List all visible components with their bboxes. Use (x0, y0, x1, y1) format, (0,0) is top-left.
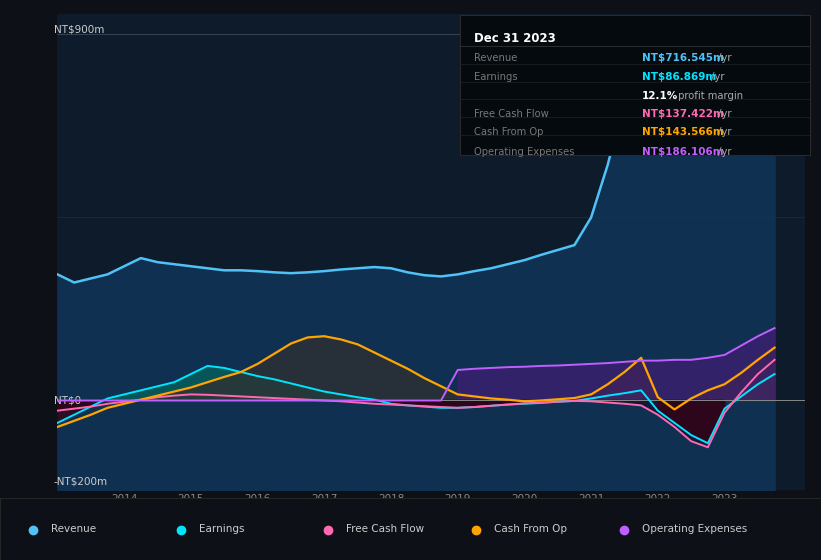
Text: NT$137.422m: NT$137.422m (642, 109, 724, 119)
Text: -NT$200m: -NT$200m (53, 477, 108, 487)
Text: /yr: /yr (709, 72, 725, 82)
Text: /yr: /yr (715, 109, 732, 119)
Text: NT$900m: NT$900m (53, 24, 104, 34)
Text: profit margin: profit margin (675, 91, 743, 101)
Text: Free Cash Flow: Free Cash Flow (474, 109, 548, 119)
Text: Cash From Op: Cash From Op (474, 127, 544, 137)
Text: NT$143.566m: NT$143.566m (642, 127, 724, 137)
Text: Revenue: Revenue (51, 524, 96, 534)
Text: NT$716.545m: NT$716.545m (642, 53, 724, 63)
Text: /yr: /yr (715, 127, 732, 137)
Text: /yr: /yr (715, 147, 732, 157)
Text: NT$186.106m: NT$186.106m (642, 147, 723, 157)
Text: Operating Expenses: Operating Expenses (474, 147, 575, 157)
Text: Revenue: Revenue (474, 53, 517, 63)
Text: NT$86.869m: NT$86.869m (642, 72, 716, 82)
Text: NT$0: NT$0 (53, 395, 80, 405)
Text: Cash From Op: Cash From Op (494, 524, 567, 534)
Text: Dec 31 2023: Dec 31 2023 (474, 32, 556, 45)
Text: Earnings: Earnings (474, 72, 517, 82)
Text: Free Cash Flow: Free Cash Flow (346, 524, 424, 534)
Text: Earnings: Earnings (199, 524, 244, 534)
Text: 12.1%: 12.1% (642, 91, 678, 101)
Text: /yr: /yr (715, 53, 732, 63)
Text: Operating Expenses: Operating Expenses (642, 524, 747, 534)
